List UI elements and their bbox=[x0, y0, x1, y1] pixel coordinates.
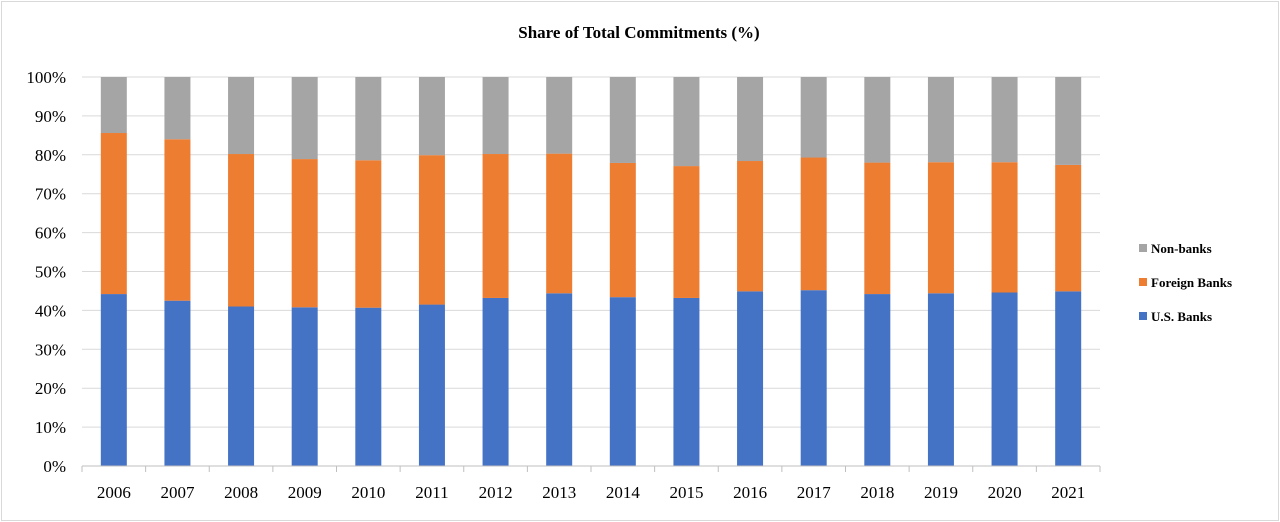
y-tick-label: 50% bbox=[35, 263, 66, 282]
y-tick-label: 40% bbox=[35, 301, 66, 320]
x-tick-label: 2007 bbox=[160, 483, 195, 502]
bar-segment-non-banks bbox=[418, 77, 445, 156]
bar-segment-foreign-banks bbox=[355, 160, 382, 308]
bar-segment-foreign-banks bbox=[609, 162, 636, 298]
bar-segment-foreign-banks bbox=[927, 162, 954, 294]
bar-segment-non-banks bbox=[1055, 77, 1082, 165]
legend-swatch bbox=[1139, 244, 1147, 252]
x-tick-label: 2006 bbox=[97, 483, 131, 502]
bar-segment-u-s-banks bbox=[291, 307, 318, 466]
x-tick-label: 2017 bbox=[797, 483, 832, 502]
x-tick-label: 2021 bbox=[1051, 483, 1085, 502]
y-tick-label: 90% bbox=[35, 107, 66, 126]
bar-segment-non-banks bbox=[737, 77, 764, 162]
legend-label: Foreign Banks bbox=[1151, 275, 1232, 290]
y-tick-label: 0% bbox=[43, 457, 66, 476]
bar-segment-u-s-banks bbox=[991, 292, 1018, 466]
x-tick-label: 2011 bbox=[415, 483, 448, 502]
x-tick-label: 2015 bbox=[669, 483, 703, 502]
bar-segment-u-s-banks bbox=[1055, 291, 1082, 466]
x-tick-label: 2012 bbox=[479, 483, 513, 502]
bar-segment-u-s-banks bbox=[100, 294, 127, 466]
legend-swatch bbox=[1139, 312, 1147, 320]
bar-segment-foreign-banks bbox=[546, 153, 573, 294]
bar-segment-non-banks bbox=[800, 77, 827, 158]
x-tick-label: 2016 bbox=[733, 483, 767, 502]
bar-segment-u-s-banks bbox=[864, 294, 891, 466]
y-tick-label: 80% bbox=[35, 146, 66, 165]
bar-segment-u-s-banks bbox=[164, 300, 191, 466]
bar-segment-foreign-banks bbox=[291, 159, 318, 308]
y-tick-label: 10% bbox=[35, 418, 66, 437]
bar-segment-non-banks bbox=[864, 77, 891, 163]
axes: 0% 10% 20% 30% 40% 50% 60% 70% 80% 90% 100% 2006 200… bbox=[26, 68, 1101, 502]
bar-segment-non-banks bbox=[673, 77, 700, 167]
x-tick-label: 2019 bbox=[924, 483, 958, 502]
legend-label: Non-banks bbox=[1151, 241, 1212, 256]
bar-segment-foreign-banks bbox=[800, 157, 827, 291]
bar-segment-foreign-banks bbox=[1055, 164, 1082, 292]
bar-segment-u-s-banks bbox=[609, 297, 636, 466]
bar-segment-u-s-banks bbox=[927, 293, 954, 466]
bar-segment-foreign-banks bbox=[482, 154, 509, 298]
bar-segment-non-banks bbox=[355, 77, 382, 161]
bar-segment-non-banks bbox=[291, 77, 318, 160]
bar-segment-non-banks bbox=[228, 77, 255, 155]
bar-segment-foreign-banks bbox=[673, 166, 700, 298]
y-tick-label: 20% bbox=[35, 379, 66, 398]
x-tick-label: 2009 bbox=[288, 483, 322, 502]
bar-segment-u-s-banks bbox=[482, 297, 509, 466]
x-tick-label: 2014 bbox=[606, 483, 641, 502]
x-tick-label: 2013 bbox=[542, 483, 576, 502]
x-tick-label: 2020 bbox=[988, 483, 1022, 502]
bar-segment-foreign-banks bbox=[418, 155, 445, 305]
y-tick-label: 60% bbox=[35, 224, 66, 243]
bar-segment-u-s-banks bbox=[673, 297, 700, 466]
bar-segment-non-banks bbox=[482, 77, 509, 155]
legend-swatch bbox=[1139, 278, 1147, 286]
bar-segment-u-s-banks bbox=[737, 291, 764, 466]
bar-segment-non-banks bbox=[927, 77, 954, 163]
bar-segment-u-s-banks bbox=[800, 290, 827, 466]
bar-segment-non-banks bbox=[609, 77, 636, 163]
bar-segment-foreign-banks bbox=[991, 162, 1018, 293]
legend: Non-banks Foreign Banks U.S. Banks bbox=[1139, 241, 1232, 324]
x-tick-label: 2018 bbox=[860, 483, 894, 502]
bar-segment-foreign-banks bbox=[864, 162, 891, 295]
bar-segment-non-banks bbox=[100, 77, 127, 134]
bar-segment-foreign-banks bbox=[228, 154, 255, 307]
bar-segment-foreign-banks bbox=[100, 133, 127, 295]
bar-segment-non-banks bbox=[991, 77, 1018, 163]
y-tick-label: 70% bbox=[35, 185, 66, 204]
bar-segment-u-s-banks bbox=[546, 293, 573, 466]
chart-title: Share of Total Commitments (%) bbox=[518, 23, 759, 42]
bar-segment-u-s-banks bbox=[228, 306, 255, 466]
bar-segment-foreign-banks bbox=[164, 139, 191, 301]
x-tick-label: 2010 bbox=[351, 483, 385, 502]
bar-segment-non-banks bbox=[164, 77, 191, 140]
y-tick-label: 30% bbox=[35, 340, 66, 359]
bar-segment-u-s-banks bbox=[355, 307, 382, 466]
legend-label: U.S. Banks bbox=[1151, 309, 1212, 324]
x-tick-label: 2008 bbox=[224, 483, 258, 502]
bar-segment-foreign-banks bbox=[737, 161, 764, 292]
bars bbox=[100, 77, 1082, 466]
y-tick-label: 100% bbox=[26, 68, 66, 87]
bar-segment-non-banks bbox=[546, 77, 573, 154]
bar-segment-u-s-banks bbox=[418, 304, 445, 466]
